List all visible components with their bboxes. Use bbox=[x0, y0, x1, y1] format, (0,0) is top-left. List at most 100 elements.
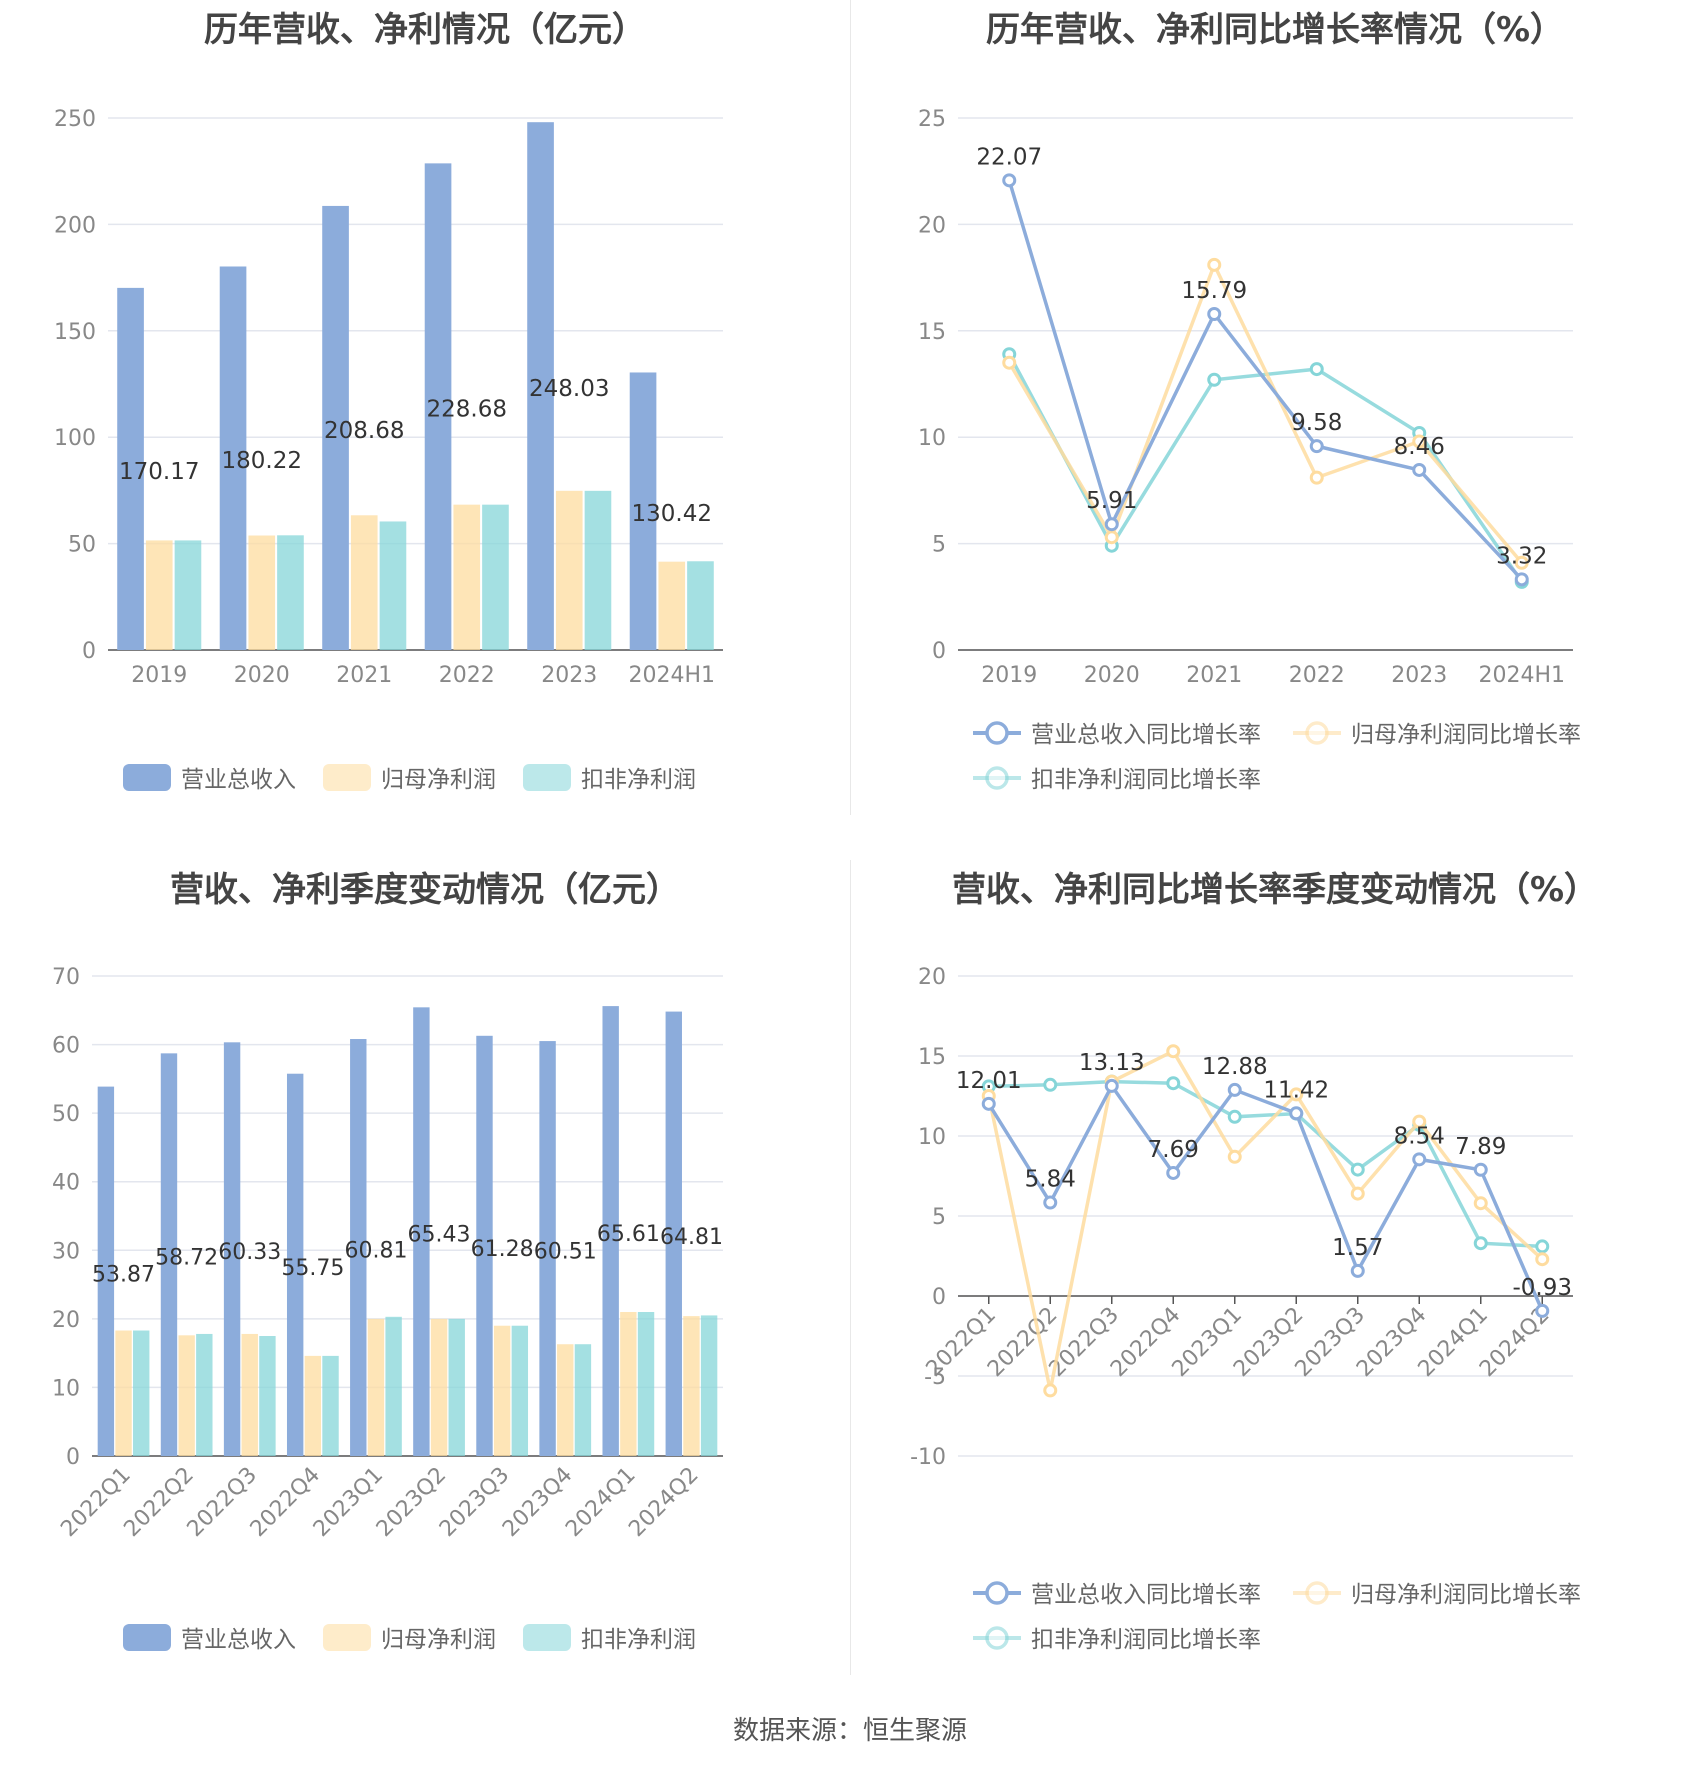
data-point bbox=[1412, 1114, 1427, 1129]
bar bbox=[196, 1333, 213, 1456]
data-point bbox=[1166, 1165, 1181, 1180]
data-point bbox=[1227, 1109, 1242, 1124]
data-point bbox=[1104, 530, 1119, 545]
data-label: 7.69 bbox=[1148, 1137, 1199, 1163]
y-tick-label: 0 bbox=[82, 639, 96, 664]
data-label: 1.57 bbox=[1332, 1235, 1383, 1261]
bar bbox=[493, 1325, 511, 1456]
data-point bbox=[1043, 1077, 1058, 1092]
y-tick-label: 150 bbox=[54, 320, 96, 345]
y-tick-label: 0 bbox=[66, 1445, 80, 1470]
data-point bbox=[1207, 372, 1222, 387]
data-point bbox=[1207, 306, 1222, 321]
series-line bbox=[1007, 260, 1524, 564]
series-line bbox=[1007, 179, 1524, 581]
bar bbox=[453, 504, 481, 650]
data-point bbox=[1289, 1106, 1304, 1121]
bar bbox=[700, 1315, 718, 1456]
legend-swatch bbox=[323, 1624, 371, 1651]
x-tick-label: 2019 bbox=[131, 663, 187, 688]
x-tick-label: 2024Q2 bbox=[624, 1463, 703, 1542]
y-tick-label: -10 bbox=[910, 1445, 946, 1470]
y-tick-label: 5 bbox=[932, 533, 946, 558]
legend-swatch bbox=[123, 1624, 171, 1651]
data-label: 15.79 bbox=[1181, 278, 1247, 304]
y-tick-label: 70 bbox=[52, 965, 80, 990]
data-label: 61.28 bbox=[471, 1237, 534, 1262]
y-tick-label: 10 bbox=[918, 426, 946, 451]
data-point bbox=[1350, 1186, 1365, 1201]
legend-swatch bbox=[523, 764, 571, 791]
legend-label: 归母净利润 bbox=[381, 767, 496, 793]
bar bbox=[174, 540, 202, 650]
bar bbox=[476, 1035, 493, 1456]
bar bbox=[178, 1335, 195, 1456]
y-tick-label: 30 bbox=[52, 1239, 80, 1264]
data-point bbox=[1473, 1236, 1488, 1251]
bar bbox=[539, 1041, 556, 1456]
data-label: 12.01 bbox=[956, 1068, 1022, 1094]
data-point bbox=[1002, 355, 1017, 370]
legend-label: 营业总收入 bbox=[181, 767, 296, 793]
annual-bar-chart-svg: 0 50 100 150 200 250 2019 2020 2021 2022 2023 2024H… bbox=[54, 107, 723, 793]
bar bbox=[145, 540, 173, 650]
data-label: 13.13 bbox=[1079, 1050, 1145, 1076]
y-tick-label: 25 bbox=[918, 107, 946, 132]
data-point bbox=[1473, 1196, 1488, 1211]
data-point bbox=[1166, 1044, 1181, 1059]
quarterly-line-chart-svg: -10-5051015202022Q12022Q22022Q32022Q4202… bbox=[910, 965, 1581, 1653]
bar bbox=[385, 1316, 402, 1456]
data-label: 60.81 bbox=[344, 1239, 407, 1264]
legend-label: 营业总收入同比增长率 bbox=[1031, 1582, 1261, 1608]
data-label: 11.42 bbox=[1263, 1077, 1329, 1103]
x-tick-label: 2024H1 bbox=[628, 663, 715, 688]
annual-growth-rate-chart: 历年营收、净利同比增长率情况（%） 0 5 10 15 20 25 2019 2020 2021… bbox=[850, 0, 1700, 860]
data-label: 60.51 bbox=[534, 1240, 597, 1265]
y-tick-label: 20 bbox=[918, 213, 946, 238]
bar bbox=[160, 1053, 178, 1456]
legend-label: 扣非净利润同比增长率 bbox=[1031, 767, 1261, 793]
legend-label: 扣非净利润同比增长率 bbox=[1031, 1627, 1261, 1653]
bar bbox=[367, 1318, 385, 1456]
y-tick-label: 0 bbox=[932, 1285, 946, 1310]
data-point bbox=[1309, 439, 1324, 454]
chart-title: 历年营收、净利情况（亿元） bbox=[204, 10, 646, 50]
bar bbox=[219, 266, 247, 650]
series-line bbox=[988, 1079, 1543, 1249]
y-tick-label: 20 bbox=[918, 965, 946, 990]
quarterly-growth-rate-chart: 营收、净利同比增长率季度变动情况（%） -10 -5 0 5 10 15 20 2022Q1 2… bbox=[850, 860, 1700, 1720]
data-point bbox=[1166, 1076, 1181, 1091]
x-tick-label: 2020 bbox=[234, 663, 290, 688]
bar bbox=[379, 521, 407, 650]
data-point bbox=[981, 1096, 996, 1111]
data-label: 5.91 bbox=[1086, 488, 1137, 514]
series-line bbox=[1007, 353, 1524, 583]
legend-marker bbox=[985, 1581, 1009, 1605]
data-label: -0.93 bbox=[1512, 1275, 1572, 1301]
data-point bbox=[1043, 1383, 1058, 1398]
y-tick-label: 60 bbox=[52, 1034, 80, 1059]
data-point bbox=[1104, 517, 1119, 532]
bar bbox=[413, 1007, 430, 1456]
data-label: 5.84 bbox=[1025, 1167, 1076, 1193]
data-label: 60.33 bbox=[218, 1240, 281, 1265]
data-point bbox=[1535, 1239, 1550, 1254]
data-point bbox=[1227, 1082, 1242, 1097]
y-tick-label: 10 bbox=[52, 1376, 80, 1401]
legend-swatch bbox=[323, 764, 371, 791]
bar bbox=[620, 1312, 637, 1456]
data-point bbox=[1309, 470, 1324, 485]
x-tick-label: 2022 bbox=[439, 663, 495, 688]
y-tick-label: 100 bbox=[54, 426, 96, 451]
data-point bbox=[1514, 555, 1529, 570]
data-point bbox=[1473, 1162, 1488, 1177]
quarterly-bar-chart-svg: 0102030405060702022Q12022Q22022Q32022Q42… bbox=[52, 965, 723, 1653]
data-label: 208.68 bbox=[324, 418, 404, 444]
data-point bbox=[1289, 1087, 1304, 1102]
annual-line-chart-svg: 0 5 10 15 20 25 2019 2020 2021 2022 2023 2024H1 22.0… bbox=[918, 107, 1581, 793]
bar bbox=[286, 1073, 304, 1456]
data-label: 180.22 bbox=[222, 448, 302, 474]
legend-marker bbox=[985, 721, 1009, 745]
bar bbox=[304, 1355, 322, 1456]
data-label: 9.58 bbox=[1291, 410, 1342, 436]
